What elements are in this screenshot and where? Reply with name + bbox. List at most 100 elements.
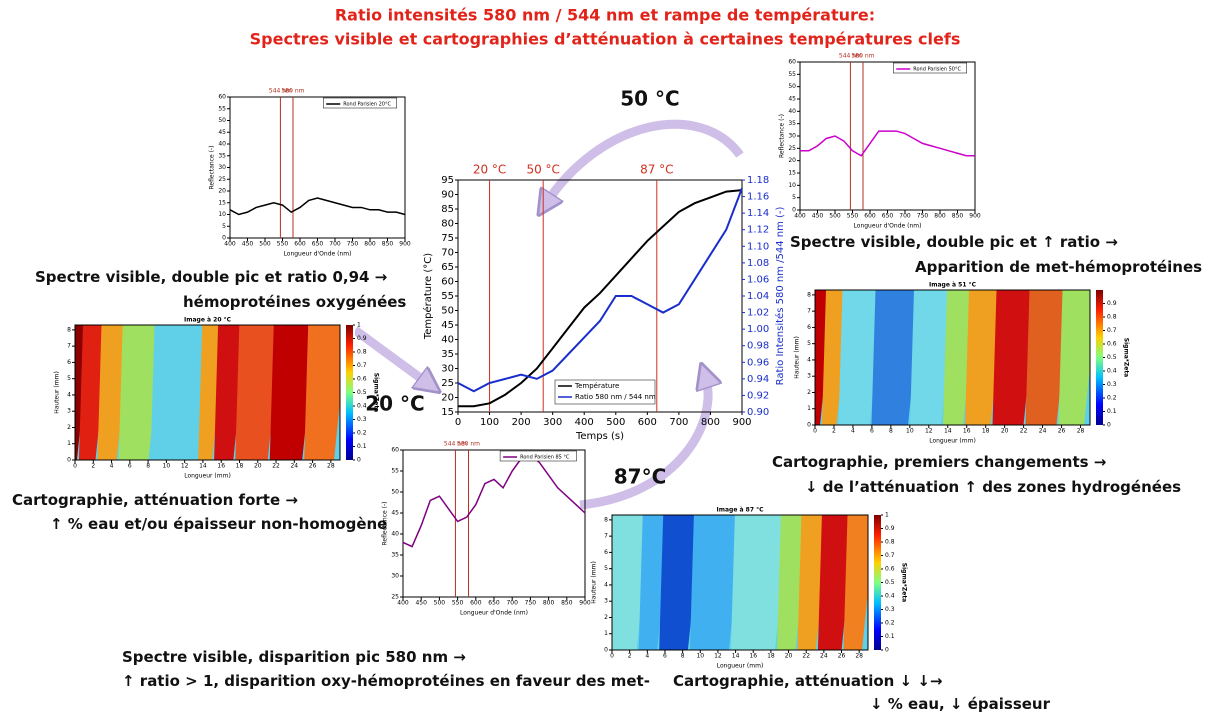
map-region bbox=[269, 325, 317, 460]
chart-title: Image à 87 °C bbox=[717, 507, 765, 514]
caption: Cartographie, premiers changements → bbox=[772, 453, 1106, 471]
caption: Cartographie, atténuation ↓ ↓→ bbox=[673, 672, 942, 690]
y2-tick-label: 1.18 bbox=[747, 175, 769, 186]
caption: Spectre visible, double pic et ↑ ratio → bbox=[790, 233, 1118, 251]
map-region bbox=[871, 290, 922, 425]
reference-label: 544 nm bbox=[839, 53, 862, 60]
x-tick-label: 700 bbox=[899, 213, 911, 220]
y-tick-label: 20 bbox=[788, 157, 796, 164]
legend-box bbox=[893, 62, 967, 74]
colorbar-tick-label: 0.9 bbox=[885, 525, 895, 532]
x-tick-label: 20 bbox=[1001, 428, 1009, 435]
x-tick-label: 700 bbox=[669, 417, 688, 428]
x-tick-label: 6 bbox=[128, 463, 132, 470]
colorbar-tick-label: 0.3 bbox=[885, 606, 895, 613]
reference-label: 20 °C bbox=[473, 163, 506, 177]
x-tick-label: 22 bbox=[802, 653, 810, 660]
x-tick-label: 850 bbox=[952, 213, 964, 220]
map-region bbox=[838, 290, 884, 425]
y-tick-label: 15 bbox=[441, 407, 454, 418]
y-tick-label: 30 bbox=[788, 133, 796, 140]
clip-left bbox=[800, 290, 815, 425]
map-region bbox=[965, 290, 1005, 425]
y-tick-label: 50 bbox=[391, 489, 399, 496]
map-region bbox=[992, 290, 1038, 425]
x-tick-label: 28 bbox=[855, 653, 863, 660]
colorbar-tick-label: 0.7 bbox=[357, 362, 367, 369]
x-tick-label: 700 bbox=[506, 600, 518, 607]
x-tick-label: 14 bbox=[732, 653, 740, 660]
y-tick-label: 30 bbox=[441, 364, 454, 375]
colorbar-tick-label: 1 bbox=[885, 512, 889, 519]
x-tick-label: 0 bbox=[455, 417, 461, 428]
y-tick-label: 15 bbox=[218, 199, 226, 206]
colorbar-tick-label: 0.3 bbox=[1107, 381, 1117, 388]
y-tick-label: 7 bbox=[604, 533, 608, 540]
x-tick-label: 900 bbox=[732, 417, 751, 428]
x-tick-label: 6 bbox=[663, 653, 667, 660]
y-tick-label: 50 bbox=[788, 83, 796, 90]
plot-frame bbox=[402, 449, 586, 598]
x-tick-label: 26 bbox=[838, 653, 846, 660]
y-tick-label: 50 bbox=[218, 117, 226, 124]
y-axis-label: Hauteur (mm) bbox=[591, 561, 598, 604]
y-tick-label: 95 bbox=[441, 175, 454, 186]
y-tick-label: 40 bbox=[391, 531, 399, 538]
map-region bbox=[150, 325, 211, 460]
x-tick-label: 550 bbox=[277, 241, 289, 248]
x-tick-label: 650 bbox=[312, 241, 324, 248]
caption: hémoprotéines oxygénées bbox=[183, 293, 406, 311]
x-axis-label: Longueur (mm) bbox=[929, 438, 976, 445]
y-tick-label: 10 bbox=[218, 211, 226, 218]
colorbar-label: Sigma*Zeta bbox=[1123, 338, 1130, 377]
clip-left bbox=[597, 515, 612, 650]
colorbar-tick-label: 0.1 bbox=[885, 633, 895, 640]
x-tick-label: 12 bbox=[181, 463, 189, 470]
y-tick-label: 40 bbox=[218, 141, 226, 148]
colorbar-tick-label: 0.9 bbox=[357, 335, 367, 342]
x-tick-label: 4 bbox=[851, 428, 855, 435]
y-tick-label: 3 bbox=[807, 373, 811, 380]
colorbar-tick-label: 0.7 bbox=[1107, 327, 1117, 334]
x-tick-label: 22 bbox=[272, 463, 280, 470]
y-tick-label: 2 bbox=[604, 614, 608, 621]
colorbar-tick-label: 0.7 bbox=[885, 552, 895, 559]
y2-tick-label: 0.90 bbox=[747, 407, 769, 418]
colorbar-tick-label: 0.4 bbox=[1107, 368, 1117, 375]
reference-label: 87 °C bbox=[640, 163, 673, 177]
x-tick-label: 400 bbox=[397, 600, 409, 607]
y-tick-label: 25 bbox=[391, 594, 399, 601]
arrows bbox=[352, 119, 744, 510]
x-axis-label: Longueur (mm) bbox=[184, 473, 231, 480]
x-tick-label: 100 bbox=[480, 417, 499, 428]
reference-label: 580 nm bbox=[281, 88, 304, 95]
legend-label: Ratio 580 nm / 544 nm bbox=[575, 393, 656, 401]
reference-label: 544 nm bbox=[269, 88, 292, 95]
colorbar-label: Sigma*Zeta bbox=[373, 373, 380, 412]
x-axis-label: Temps (s) bbox=[575, 431, 624, 442]
x-axis-label: Longueur (mm) bbox=[717, 663, 764, 670]
y-tick-label: 6 bbox=[67, 359, 71, 366]
x-tick-label: 10 bbox=[163, 463, 171, 470]
colorbar-tick-label: 0 bbox=[885, 647, 889, 654]
y-tick-label: 85 bbox=[441, 204, 454, 215]
colorbar-tick-label: 1 bbox=[357, 322, 361, 329]
colorbar-tick-label: 0 bbox=[357, 457, 361, 464]
x-tick-label: 650 bbox=[882, 213, 894, 220]
x-tick-label: 16 bbox=[749, 653, 757, 660]
x-tick-label: 16 bbox=[963, 428, 971, 435]
x-tick-label: 500 bbox=[829, 213, 841, 220]
y-axis-label: Hauteur (mm) bbox=[54, 371, 61, 414]
caption: Apparition de met-hémoprotéines bbox=[915, 258, 1202, 276]
y-tick-label: 50 bbox=[441, 306, 454, 317]
plot-frame bbox=[457, 179, 743, 413]
reference-label: 50 °C bbox=[526, 163, 559, 177]
y-tick-label: 7 bbox=[807, 308, 811, 315]
colorbar-tick-label: 0.9 bbox=[1107, 300, 1117, 307]
series-line bbox=[229, 197, 406, 216]
caption: ↓ % eau, ↓ épaisseur bbox=[870, 695, 1051, 713]
colorbar-tick-label: 0.2 bbox=[357, 430, 367, 437]
x-tick-label: 900 bbox=[579, 600, 591, 607]
